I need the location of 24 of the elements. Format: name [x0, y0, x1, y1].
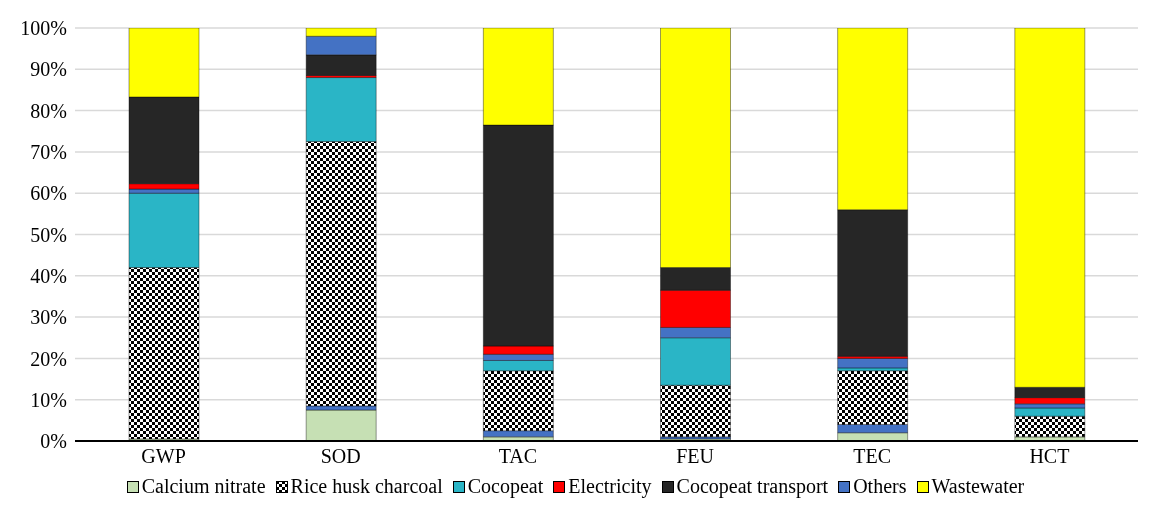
- legend-label: Calcium nitrate: [141, 475, 266, 498]
- x-tick-label: FEU: [676, 445, 715, 468]
- y-tick-label: 30%: [30, 306, 67, 329]
- x-tick-label: TEC: [853, 445, 892, 468]
- legend-label: Cocopeat transport: [676, 475, 829, 498]
- y-tick-label: 10%: [30, 388, 67, 411]
- x-tick-label: TAC: [498, 445, 538, 468]
- legend-label: Cocopeat: [467, 475, 544, 498]
- legend-label: Others: [853, 475, 907, 498]
- y-tick-label: 100%: [20, 17, 67, 40]
- legend-label: Wastewater: [931, 475, 1025, 498]
- x-tick-label: GWP: [141, 445, 186, 468]
- x-tick-label: HCT: [1029, 445, 1070, 468]
- y-tick-label: 20%: [30, 347, 67, 370]
- y-tick-label: 80%: [30, 99, 67, 122]
- legend-label: Rice husk charcoal: [290, 475, 443, 498]
- y-tick-label: 90%: [30, 58, 67, 81]
- y-tick-label: 0%: [40, 430, 67, 453]
- y-tick-label: 70%: [30, 141, 67, 163]
- y-tick-label: 50%: [30, 223, 67, 246]
- x-tick-label: SOD: [320, 445, 361, 468]
- y-tick-label: 40%: [30, 264, 67, 287]
- legend-label: Electricity: [568, 475, 652, 498]
- y-tick-label: 60%: [30, 182, 67, 205]
